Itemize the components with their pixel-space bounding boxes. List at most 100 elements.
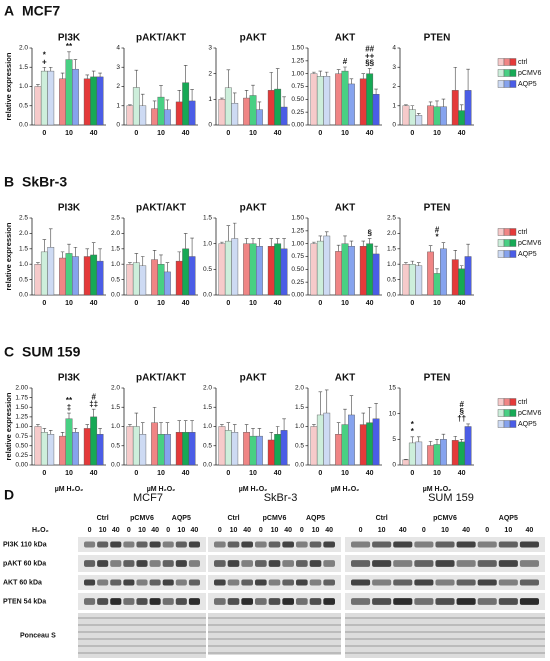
blot-band <box>498 598 518 605</box>
error-bar <box>466 243 470 257</box>
error-bar <box>275 426 280 435</box>
blot-band <box>268 560 281 567</box>
error-bar <box>428 245 433 252</box>
blot-band <box>188 560 200 567</box>
y-tick-label: 0.75 <box>291 253 304 260</box>
x-tick-label: 0 <box>410 130 414 137</box>
error-bar <box>140 93 145 106</box>
blot-band <box>162 579 174 586</box>
y-tick-label: 1.5 <box>19 64 28 71</box>
legend-swatch <box>497 80 505 88</box>
dose-label: 10 <box>177 527 185 534</box>
error-bar <box>91 242 96 255</box>
error-bar <box>190 420 194 433</box>
dose-label: 40 <box>151 527 159 534</box>
error-bar <box>165 262 170 272</box>
blot-band <box>84 579 96 586</box>
blot-band <box>84 560 96 567</box>
bar <box>451 90 459 126</box>
blot-strip <box>78 613 206 658</box>
error-bar <box>312 241 316 244</box>
bar <box>256 435 263 466</box>
blot-band <box>282 541 294 548</box>
y-tick-label: 0.0 <box>203 292 212 299</box>
blot-band <box>188 598 200 605</box>
bar <box>224 87 232 126</box>
bar <box>335 434 342 466</box>
dose-label: 10 <box>230 527 238 534</box>
y-tick-label: 1.0 <box>295 423 304 430</box>
x-tick-label: 10 <box>433 300 441 307</box>
y-tick-label: 2.0 <box>111 230 120 237</box>
blot-band <box>214 541 226 548</box>
y-tick-label: 0.50 <box>291 266 304 273</box>
blot-band <box>214 560 226 567</box>
error-bar <box>343 235 347 244</box>
error-bar <box>85 74 90 79</box>
error-bar <box>98 248 102 262</box>
bar <box>243 243 250 296</box>
bar <box>451 440 459 466</box>
blot-band <box>123 541 135 548</box>
y-tick-label: 0.75 <box>291 83 304 90</box>
bar <box>458 110 466 126</box>
blot-band <box>519 541 539 548</box>
y-tick-label: 0 <box>392 122 396 129</box>
bar <box>175 260 183 296</box>
y-tick-label: 2.5 <box>19 215 28 222</box>
blot-band <box>110 560 122 567</box>
bar <box>310 426 318 466</box>
error-bar <box>67 51 71 60</box>
dose-label: 0 <box>259 527 263 534</box>
error-bar <box>367 68 372 74</box>
bar <box>40 70 48 126</box>
bar <box>341 243 349 296</box>
error-bar <box>416 436 421 442</box>
bar <box>175 432 183 466</box>
error-bar <box>73 246 78 257</box>
y-tick-label: 4 <box>116 45 120 52</box>
legend-swatch <box>509 409 517 417</box>
significance-mark: § <box>367 229 372 238</box>
error-bar <box>324 71 329 77</box>
error-bar <box>275 238 280 244</box>
y-axis-label: relative expression <box>4 392 13 460</box>
y-tick-label: 2.0 <box>19 230 28 237</box>
error-bar <box>324 389 329 414</box>
blot-band <box>188 541 200 548</box>
y-tick-label: 0 <box>208 122 212 129</box>
bar <box>323 235 331 296</box>
blot-band <box>435 579 455 586</box>
significance-mark: ** <box>66 396 73 405</box>
blot-band <box>97 579 109 586</box>
legend-swatch <box>497 69 505 77</box>
y-tick-label: 2 <box>208 70 212 77</box>
bar <box>224 430 232 466</box>
y-tick-label: 0.00 <box>291 292 304 299</box>
error-bar <box>183 65 188 83</box>
y-tick-label: 1.00 <box>15 423 28 430</box>
bar <box>335 251 342 296</box>
blot-band <box>323 598 335 605</box>
bar <box>458 441 466 466</box>
y-tick-label: 0.25 <box>15 452 28 459</box>
bar <box>90 254 98 296</box>
x-tick-label: 10 <box>341 130 349 137</box>
x-tick-label: 10 <box>433 470 441 477</box>
blot-band <box>477 541 497 548</box>
y-tick-label: 15 <box>389 385 397 392</box>
legend-swatch <box>503 239 511 247</box>
bar <box>249 243 257 296</box>
blot-band <box>498 560 518 567</box>
blot-band <box>372 560 392 567</box>
significance-mark: # <box>343 57 348 66</box>
significance-mark: †† <box>457 414 466 423</box>
significance-mark: ## <box>365 45 374 54</box>
significance-mark: # <box>91 392 96 401</box>
error-bar <box>251 84 255 96</box>
blot-band <box>149 541 161 548</box>
bar <box>359 78 367 126</box>
bar <box>157 434 165 466</box>
blot-band <box>255 541 267 548</box>
x-tick-label: 40 <box>274 300 282 307</box>
